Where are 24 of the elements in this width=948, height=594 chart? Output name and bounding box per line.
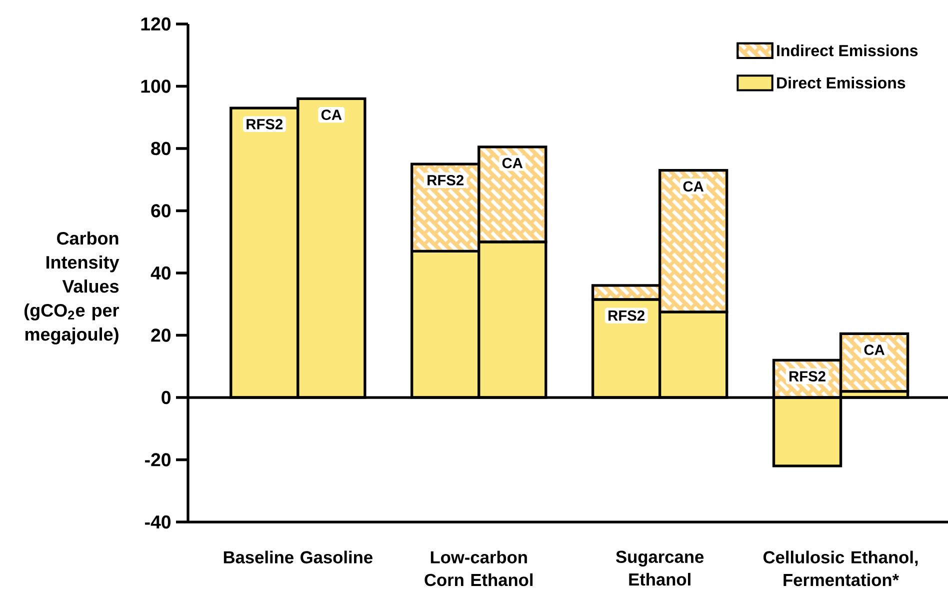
y-axis-title: Carbon Intensity Values (gCO$_{2}$e per megajoule) — [24, 232, 120, 344]
y-tick-label: -20 — [145, 453, 171, 466]
legend-label: Indirect Emissions — [777, 44, 918, 56]
x-tick-label: CA — [864, 344, 884, 356]
x-tick-label: CA — [502, 158, 523, 168]
x-tick-label: CA — [321, 110, 342, 120]
x-tick-label: RFS2 — [608, 310, 644, 321]
x-tick-label: RFS2 — [246, 118, 283, 130]
x-tick-label: CA — [683, 181, 704, 192]
y-tick-label: 60 — [151, 204, 171, 218]
x-tick-label: RFS2 — [790, 371, 826, 382]
y-tick-label: 20 — [151, 328, 171, 342]
text: Cellulosic Ethanol, Fermentation* — [763, 550, 918, 586]
y-tick-label: 40 — [150, 266, 171, 280]
y-tick-label: 120 — [141, 17, 171, 31]
y-tick-label: 80 — [151, 142, 171, 156]
y-tick-label: 100 — [141, 80, 171, 93]
text: Baseline Gasoline — [224, 550, 372, 564]
y-tick-label: 0 — [162, 390, 171, 404]
legend-label: Direct Emissions — [777, 76, 906, 89]
text: Sugarcane Ethanol — [616, 550, 704, 586]
y-tick-label: -40 — [145, 515, 171, 529]
x-tick-label: RFS2 — [428, 175, 464, 186]
text: Low-carbon Corn Ethanol — [424, 550, 533, 586]
